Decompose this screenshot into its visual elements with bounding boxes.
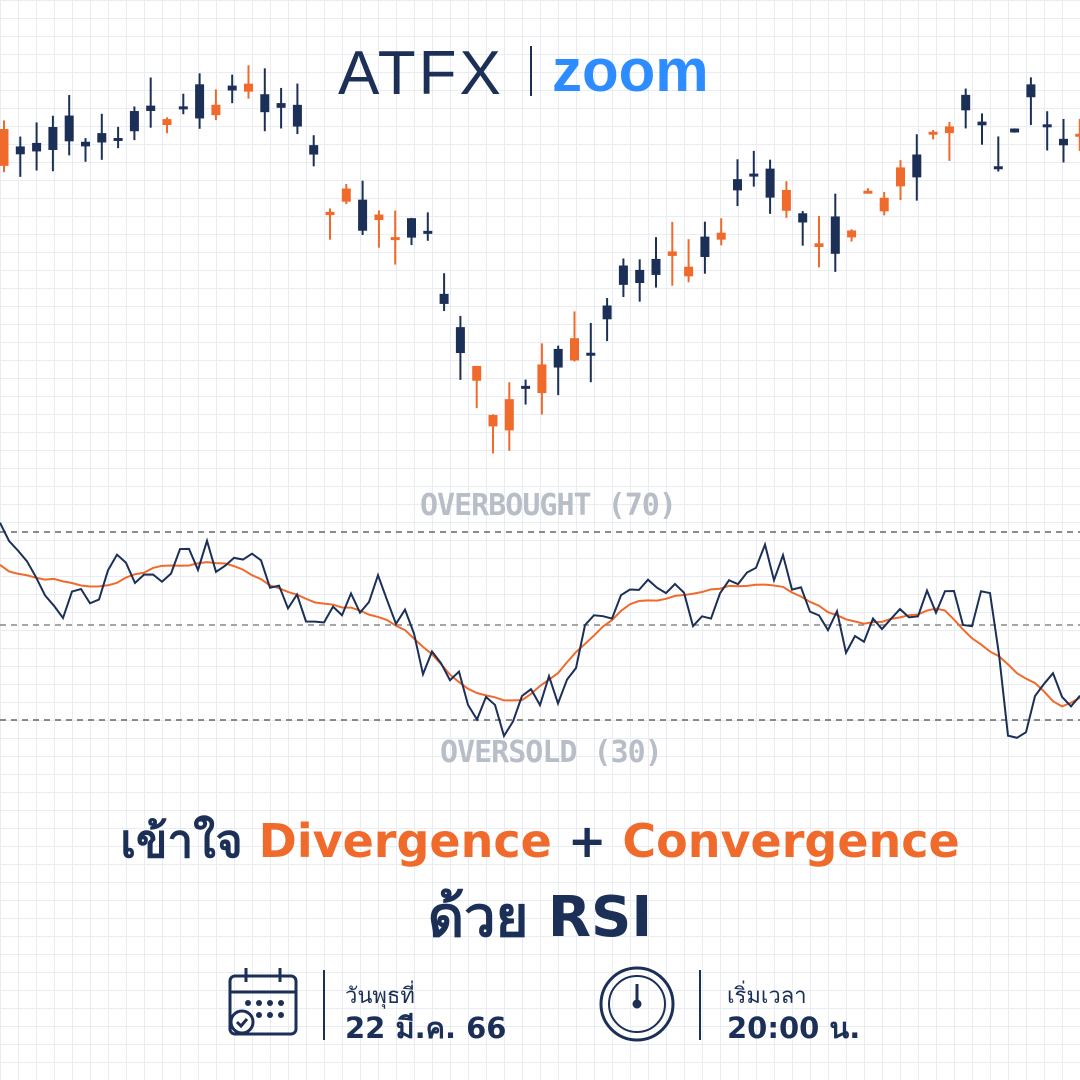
candle-body [1075,133,1080,137]
candle-body [716,232,726,240]
candle-body [472,365,482,381]
candle-body [798,213,808,223]
calendar-icon [228,968,298,1036]
candle-body [390,237,400,241]
candle-body [81,141,90,147]
candle-body [374,214,384,221]
candle-body [977,121,987,126]
rsi-average [0,561,1080,708]
candle-body [455,327,465,354]
candle-body [570,338,579,361]
candle-body [0,129,9,166]
candle-body [341,188,351,202]
candle-body [309,145,319,155]
date: 22 มี.ค. 66 [345,1011,507,1045]
oversold-label: OVERSOLD (30) [440,735,663,770]
logo-brand: ATFX [338,39,504,108]
candle-body [358,199,368,231]
candle-body [504,399,514,431]
candle-body [244,83,253,92]
candle-body [928,131,938,135]
candle-body [781,189,791,211]
headline-line1: เข้าใจ Divergence + Convergence [0,805,1080,878]
candle-body [521,385,531,389]
candle-body [618,265,628,285]
candle-body [15,146,25,155]
candle-body [292,104,302,127]
time-label: เริ่มเวลา [727,984,807,1009]
candle-body [700,236,710,257]
candle-body [684,266,694,277]
candle-body [602,305,612,320]
candle-body [863,190,873,194]
candle-body [407,218,416,238]
candle-body [325,211,335,216]
candle-body [749,173,759,177]
time: 20:00 น. [727,1011,861,1045]
candle-body [1010,128,1020,133]
candle-body [651,258,661,275]
candle-body [178,106,188,110]
candle-body [830,216,840,254]
candle-body [1059,138,1068,146]
candle-body [1026,84,1036,98]
candle-body [961,94,971,111]
candle-body [64,115,74,142]
candle-body [537,364,547,394]
candle-body [879,197,889,212]
candle-body [586,352,596,356]
logo-partner: zoom [552,37,709,104]
candle-body [423,230,433,234]
candle-body [32,142,42,152]
candle-body [667,251,677,256]
candle-body [195,84,205,119]
candle-body [146,105,156,111]
headline-line2: ด้วย RSI [427,885,653,950]
candle-body [944,126,954,134]
term: Divergence [258,814,552,868]
candle-body [765,168,775,198]
candle-body [113,137,123,141]
term: Convergence [622,814,960,868]
candle-body [912,154,922,178]
candle-body [129,111,139,132]
candle-body [553,348,563,368]
candle-body [162,119,172,126]
candle-body [211,104,221,116]
candle-body [814,243,824,247]
date-label: วันพุธที่ [345,984,415,1009]
overbought-label: OVERBOUGHT (70) [420,488,677,523]
candle-body [993,166,1003,170]
rsi-line [0,522,1080,739]
candle-body [439,293,449,304]
candle-body [635,269,645,284]
candle-body [227,85,237,91]
candle-body [896,167,905,187]
candle-body [276,103,286,108]
candle-body [733,179,742,191]
clock-icon [599,966,675,1042]
candle-body [1042,124,1052,128]
candle-body [488,414,498,427]
candle-body [260,94,270,113]
joiner: + [567,814,607,868]
candle-body [847,230,857,238]
candle-body [48,126,58,150]
prefix: เข้าใจ [120,814,243,868]
candle-body [97,133,107,143]
calendar-dots [245,1000,284,1018]
